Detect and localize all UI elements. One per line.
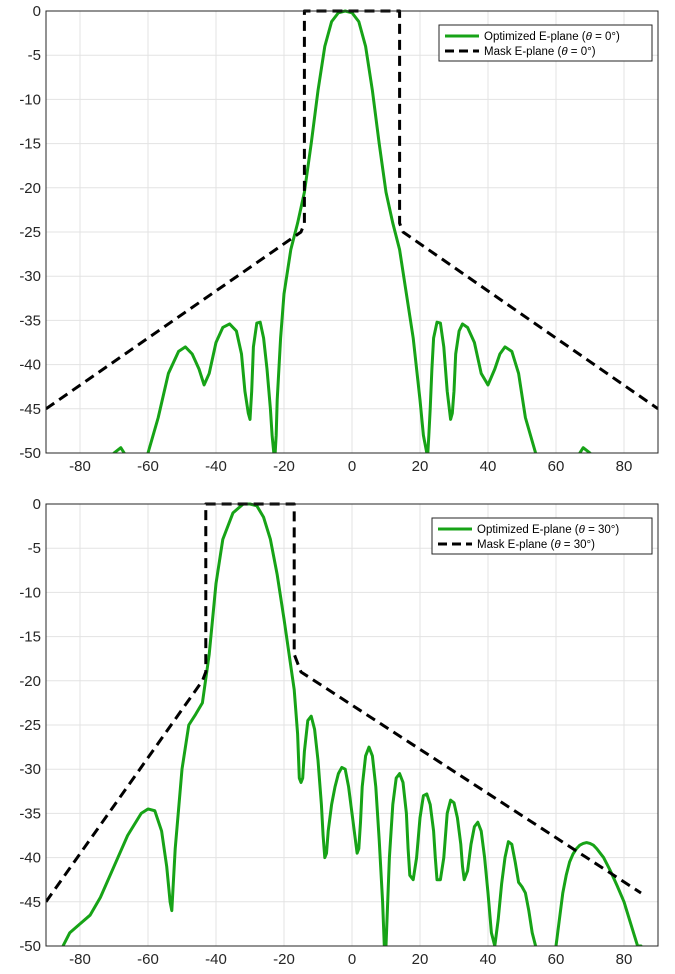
- panel-2-x-tick-label: 0: [348, 951, 356, 968]
- panel-2-x-tick-label: -60: [137, 951, 159, 968]
- panel-2-x-tick-label: 20: [412, 951, 429, 968]
- panel-1-x-tick-label: 80: [616, 458, 633, 475]
- panel-2-y-tick-label: -20: [19, 673, 41, 690]
- panel-2-legend-label-mask: Mask E-plane (θ = 30°): [477, 539, 595, 551]
- panel-1-y-tick-label: -25: [19, 224, 41, 241]
- panel-1-axes-box: [45, 10, 659, 454]
- panel-2-x-tick-label: -80: [69, 951, 91, 968]
- panel-1-y-tick-label: -35: [19, 312, 41, 329]
- panel-2-y-tick-label: -10: [19, 584, 41, 601]
- panel-1-legend-label-optimized: Optimized E-plane (θ = 0°): [484, 31, 620, 43]
- panel-2-x-tick-label: 60: [548, 951, 565, 968]
- panel-1-x-tick-label: -40: [205, 458, 227, 475]
- panel-2-plot-area: [46, 502, 643, 946]
- panel-1-y-tick-label: -20: [19, 180, 41, 197]
- panel-1-optimized-line: [578, 446, 592, 453]
- panel-2-x-tick-label: 80: [616, 951, 633, 968]
- panel-2-legend-box: [431, 517, 653, 555]
- panel-1-y-tick-label: -15: [19, 136, 41, 153]
- panel-2-mask-line: [46, 502, 642, 903]
- panel-1-y-tick-label: -40: [19, 357, 41, 374]
- panel-1-x-tick-label: -60: [137, 458, 159, 475]
- panel-1-legend-box: [438, 24, 653, 62]
- panel-2-y-tick-label: -5: [28, 540, 41, 557]
- panel-1-y-tick-label: -45: [19, 401, 41, 418]
- panel-2-optimized-line: [554, 841, 643, 946]
- panel-1-x-tick-label: 0: [348, 458, 356, 475]
- panel-2-y-tick-label: -50: [19, 938, 41, 955]
- panel-1-x-tick-label: 60: [548, 458, 565, 475]
- panel-1-y-tick-label: 0: [33, 3, 41, 20]
- panel-1-legend: Optimized E-plane (θ = 0°) Mask E-plane (…: [438, 24, 653, 62]
- panel-2-y-tick-label: -35: [19, 805, 41, 822]
- panel-1-legend-label-mask: Mask E-plane (θ = 0°): [484, 46, 596, 58]
- panel-2-x-tick-label: -40: [205, 951, 227, 968]
- panel-2-optimized-line: [61, 502, 538, 946]
- panel-2-y-tick-label: 0: [33, 496, 41, 513]
- chart-panel-1: -80 -60 -40 -20 0 20 40 60 80 0 -5 -10 -15 -20 -25 -30 -…: [19, 3, 659, 475]
- panel-2-y-tick-label: -45: [19, 894, 41, 911]
- chart-panel-2: -80 -60 -40 -20 0 20 40 60 80 0 -5 -10 -15 -20 -25 -30 -…: [19, 496, 659, 968]
- panel-1-x-tick-label: -80: [69, 458, 91, 475]
- panel-2-axes-box: [45, 503, 659, 947]
- panel-2-y-tick-label: -15: [19, 629, 41, 646]
- panel-2-legend-label-optimized: Optimized E-plane (θ = 30°): [477, 524, 619, 536]
- panel-2-y-tick-label: -25: [19, 717, 41, 734]
- panel-2-y-tick-label: -30: [19, 761, 41, 778]
- panel-1-optimized-line: [112, 446, 126, 453]
- panel-2-legend: Optimized E-plane (θ = 30°) Mask E-plane …: [431, 517, 653, 555]
- panel-2-x-tick-label: -20: [273, 951, 295, 968]
- panel-2-y-tick-label: -40: [19, 850, 41, 867]
- panel-1-y-tick-label: -10: [19, 91, 41, 108]
- panel-1-y-tick-label: -5: [28, 47, 41, 64]
- panel-1-y-tick-label: -30: [19, 268, 41, 285]
- panel-1-x-tick-label: 40: [480, 458, 497, 475]
- panel-2-x-tick-label: 40: [480, 951, 497, 968]
- panel-1-y-tick-label: -50: [19, 445, 41, 462]
- panel-1-x-tick-label: -20: [273, 458, 295, 475]
- panel-1-x-tick-label: 20: [412, 458, 429, 475]
